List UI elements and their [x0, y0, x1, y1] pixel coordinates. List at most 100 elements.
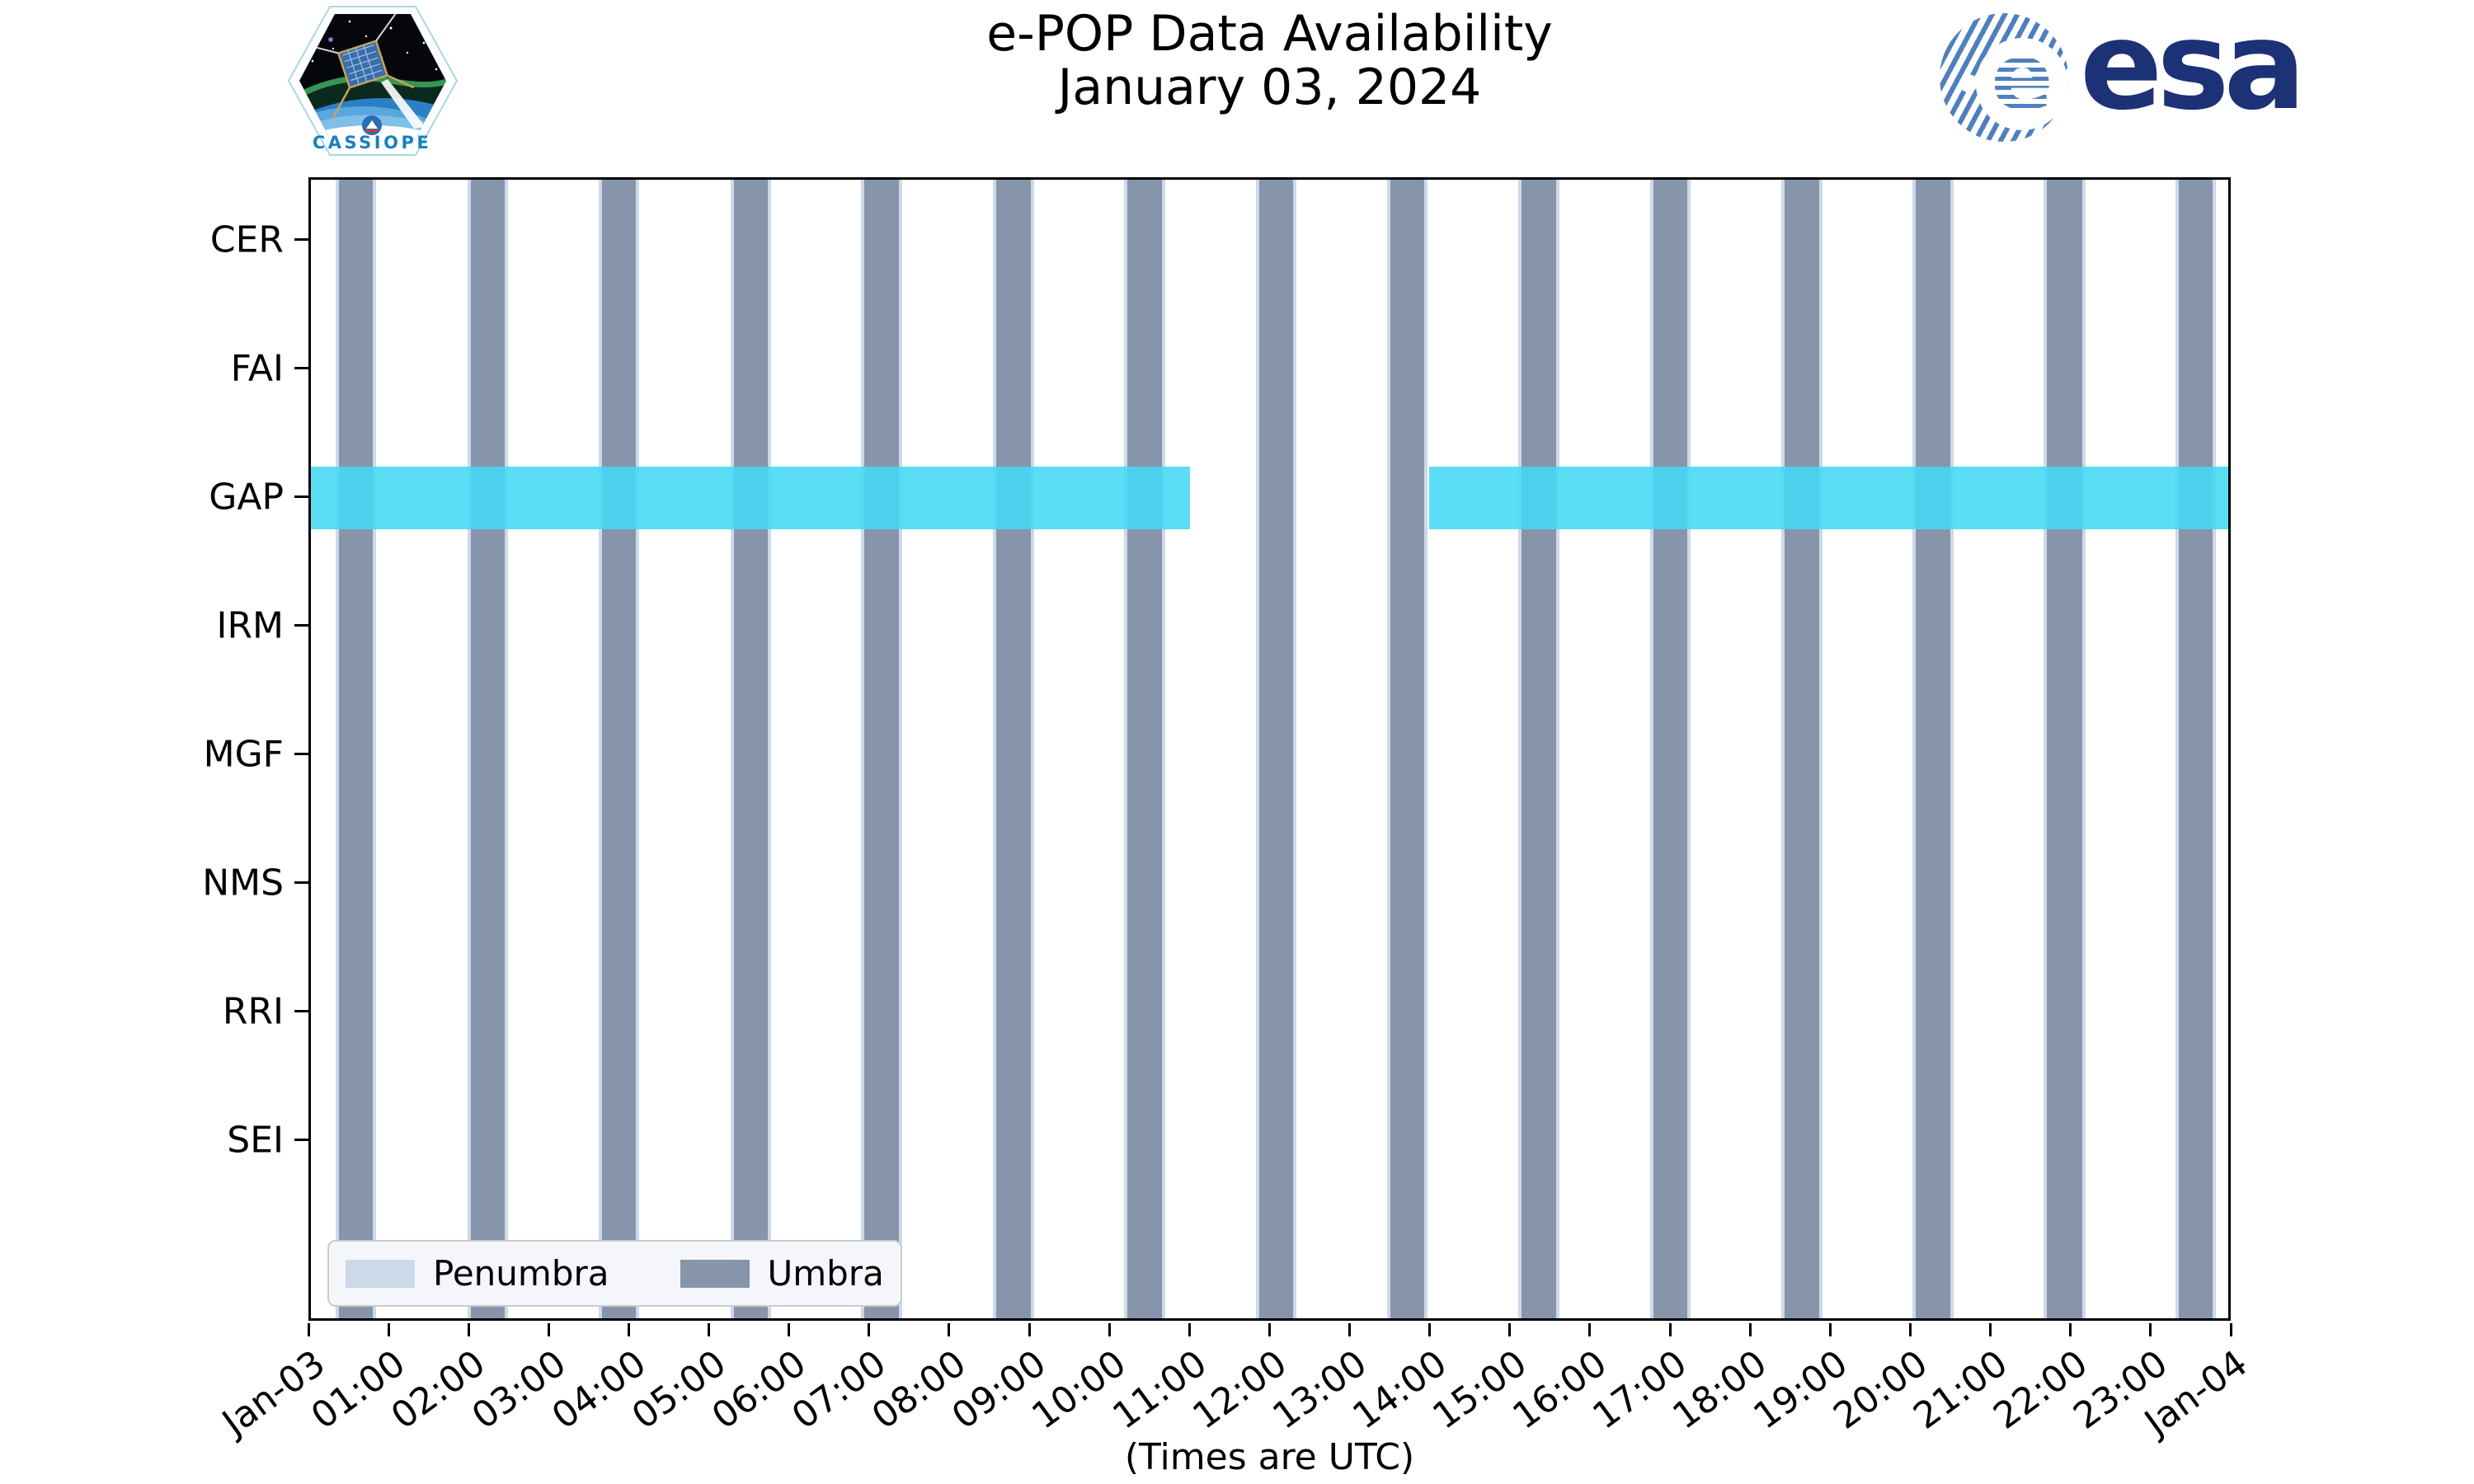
umbra-bar: [1259, 180, 1294, 1318]
availability-bar-gap: [311, 467, 1190, 529]
cassiope-patch-label: CASSIOPE: [313, 133, 431, 153]
umbra-bar: [1521, 180, 1557, 1318]
penumbra-label: Penumbra: [433, 1253, 609, 1294]
umbra-swatch: [680, 1259, 750, 1288]
esa-globe-dot: [1959, 74, 1978, 92]
x-tick: [868, 1323, 871, 1336]
penumbra-swatch: [346, 1259, 415, 1288]
x-tick: [1428, 1323, 1432, 1336]
umbra-interval: [467, 180, 509, 1318]
umbra-interval: [2044, 180, 2086, 1318]
umbra-bar: [2179, 180, 2213, 1318]
chart-subtitle: January 03, 2024: [1057, 59, 1482, 116]
csa-chevron: [366, 120, 378, 129]
y-tick-label-irm: IRM: [216, 604, 284, 647]
umbra-interval: [1649, 180, 1691, 1318]
x-tick-label: 20:00: [1825, 1342, 1935, 1438]
y-tick: [294, 495, 308, 499]
umbra-bar: [339, 180, 374, 1318]
csa-redbar: [366, 129, 378, 132]
umbra-bar: [1916, 180, 1950, 1318]
umbra-bar: [1390, 180, 1425, 1318]
x-tick: [1108, 1323, 1111, 1336]
x-tick-label: 17:00: [1585, 1342, 1696, 1438]
y-tick: [294, 624, 308, 627]
x-tick: [1909, 1323, 1912, 1336]
y-tick-label-cer: CER: [209, 218, 284, 261]
esa-e-glyph: e: [1991, 24, 2053, 131]
x-tick-label: 01:00: [303, 1342, 414, 1438]
y-tick-label-nms: NMS: [202, 862, 284, 904]
x-tick-label: 06:00: [704, 1342, 814, 1438]
y-tick: [294, 367, 308, 370]
umbra-bar: [470, 180, 506, 1318]
x-tick: [788, 1323, 791, 1336]
x-tick-label: 18:00: [1665, 1342, 1776, 1438]
x-tick-label: Jan-03: [214, 1342, 333, 1444]
x-tick-label: 22:00: [1986, 1342, 2095, 1438]
x-tick-label: 13:00: [1265, 1342, 1375, 1438]
x-tick: [1028, 1323, 1031, 1336]
y-tick: [294, 881, 308, 885]
y-tick: [294, 238, 308, 242]
umbra-interval: [1912, 180, 1954, 1318]
legend-item-umbra: Umbra: [680, 1253, 884, 1294]
availability-bar-gap: [1429, 467, 2228, 529]
x-tick-label: 05:00: [624, 1342, 734, 1438]
umbra-bar: [864, 180, 899, 1318]
x-tick: [307, 1323, 310, 1336]
umbra-interval: [861, 180, 902, 1318]
umbra-interval: [2175, 180, 2217, 1318]
x-tick-label: 15:00: [1425, 1342, 1535, 1438]
x-tick: [387, 1323, 390, 1336]
x-tick-label: 04:00: [543, 1342, 654, 1438]
y-tick-label-gap: GAP: [209, 476, 284, 519]
chart-title: e-POP Data Availability: [986, 5, 1553, 63]
umbra-interval: [1517, 180, 1560, 1318]
y-tick-label-mgf: MGF: [203, 733, 284, 776]
esa-globe-e-bubble: e: [1976, 31, 2068, 130]
x-tick-label: 19:00: [1745, 1342, 1856, 1438]
umbra-interval: [598, 180, 640, 1318]
patch-satellite: [302, 14, 415, 120]
x-tick-label: 14:00: [1345, 1342, 1455, 1438]
plot-wrap: Penumbra Umbra CER FAI GAP IRM MGF NMS RRI SEI …: [202, 177, 2255, 1444]
legend: Penumbra Umbra: [327, 1240, 902, 1307]
y-tick-label-fai: FAI: [230, 347, 284, 390]
patch-stars: [311, 20, 438, 71]
umbra-bar: [1653, 180, 1688, 1318]
x-tick-label: 07:00: [784, 1342, 894, 1438]
x-tick: [467, 1323, 470, 1336]
umbra-bar: [2047, 180, 2082, 1318]
x-tick: [1348, 1323, 1352, 1336]
umbra-bar: [1784, 180, 1819, 1318]
x-tick: [1668, 1323, 1672, 1336]
x-tick-label: 03:00: [463, 1342, 574, 1438]
x-tick: [1828, 1323, 1832, 1336]
umbra-interval: [993, 180, 1034, 1318]
x-tick: [948, 1323, 951, 1336]
x-axis-caption: (Times are UTC): [1124, 1436, 1415, 1478]
x-tick-label: 21:00: [1906, 1342, 2015, 1438]
umbra-interval: [730, 180, 771, 1318]
y-tick: [294, 1139, 308, 1142]
umbra-interval: [1256, 180, 1297, 1318]
umbra-interval: [336, 180, 377, 1318]
x-tick-label: 09:00: [944, 1342, 1055, 1438]
x-tick: [2149, 1323, 2152, 1336]
x-tick-label: 10:00: [1024, 1342, 1135, 1438]
umbra-bar: [733, 180, 768, 1318]
availability-chart: Penumbra Umbra: [308, 177, 2231, 1321]
x-tick: [547, 1323, 550, 1336]
esa-globe-icon: e: [1940, 13, 2068, 142]
esa-wordmark: esa: [2080, 0, 2306, 137]
x-tick: [1989, 1323, 1992, 1336]
x-tick-label: 11:00: [1104, 1342, 1215, 1438]
esa-logo: e esa: [1940, 5, 2306, 142]
x-tick: [1748, 1323, 1752, 1336]
x-tick-label: 16:00: [1505, 1342, 1615, 1438]
legend-item-penumbra: Penumbra: [346, 1253, 609, 1294]
y-tick-label-sei: SEI: [227, 1119, 284, 1162]
x-tick: [708, 1323, 711, 1336]
x-tick-label: 02:00: [383, 1342, 494, 1438]
